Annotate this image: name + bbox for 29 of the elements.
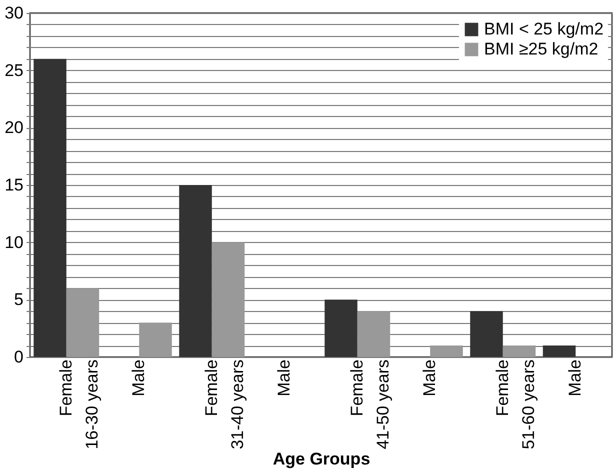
x-axis-title: Age Groups	[272, 449, 370, 468]
x-tick-label: Female 41-50 years	[347, 360, 392, 450]
x-tick-label: Female 16-30 years	[56, 360, 102, 450]
y-tick-label: 15	[4, 176, 24, 194]
y-tick-label: 10	[4, 232, 24, 252]
bar	[66, 288, 100, 357]
bar	[179, 185, 212, 357]
y-tick-label: 30	[4, 4, 24, 22]
y-tick-label: 5	[14, 290, 24, 310]
y-tick-label: 25	[4, 60, 24, 80]
y-tick-label: 0	[14, 348, 24, 366]
bar	[324, 300, 358, 357]
legend-label: BMI < 25 kg/m2	[484, 20, 604, 38]
bar	[502, 346, 536, 357]
x-tick-label: Male	[420, 360, 440, 396]
legend-label: BMI ≥25 kg/m2	[484, 40, 598, 58]
x-tick-label: Male	[566, 360, 585, 396]
bar	[470, 311, 503, 357]
x-tick-label: Female 31-40 years	[202, 360, 247, 450]
bar	[212, 242, 245, 357]
y-tick-label: 20	[4, 118, 24, 138]
bar	[34, 58, 66, 357]
bar	[357, 311, 390, 357]
x-tick-label: Female 51-60 years	[492, 360, 538, 450]
bar	[542, 346, 576, 357]
x-tick-label: Male	[274, 360, 294, 396]
x-tick-label: Male	[129, 360, 148, 396]
bar	[139, 322, 172, 357]
bar	[430, 346, 463, 357]
